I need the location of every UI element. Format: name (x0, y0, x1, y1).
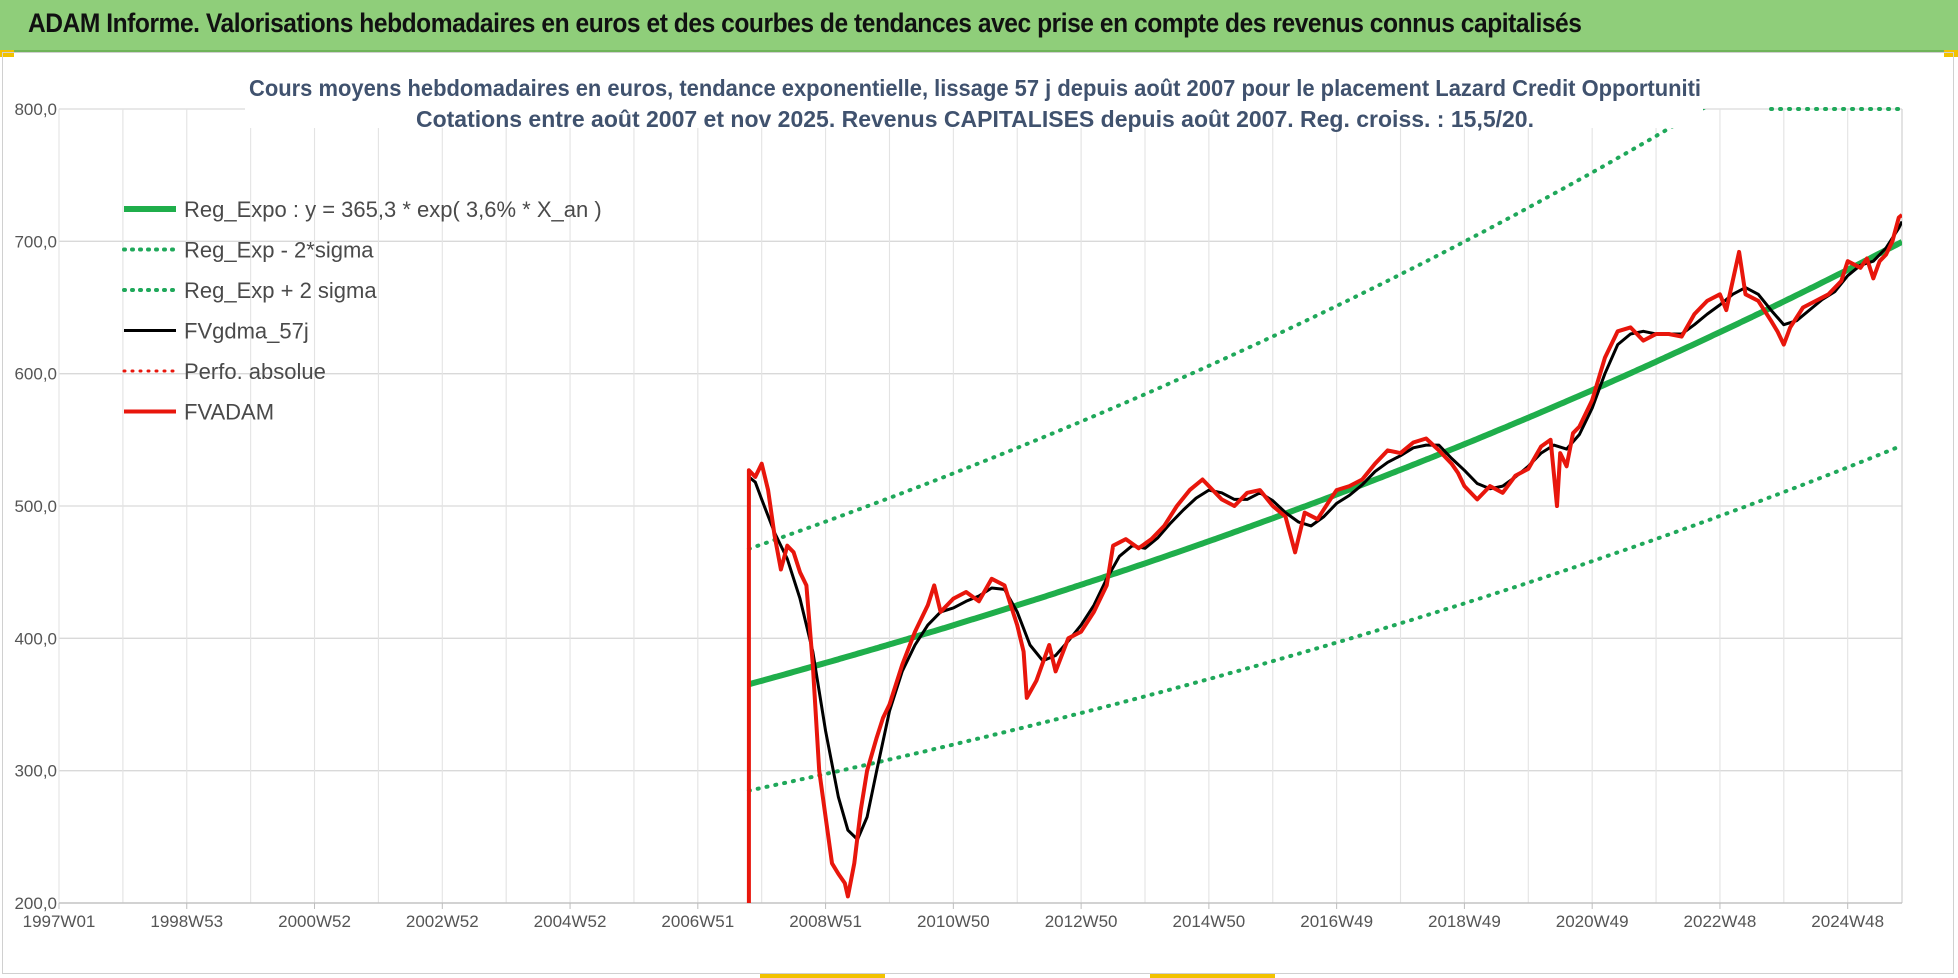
legend-perfo-label: Perfo. absolue (184, 359, 326, 384)
y-tick-label: 400,0 (14, 629, 57, 648)
chart-title: Cours moyens hebdomadaires en euros, ten… (249, 75, 1701, 101)
series-group (746, 107, 1904, 903)
chart-frame (2, 52, 1954, 974)
x-tick-label: 1997W01 (23, 912, 96, 931)
x-tick-label: 2014W50 (1172, 912, 1245, 931)
x-tick-label: 2018W49 (1428, 912, 1501, 931)
grid (58, 108, 1903, 904)
header-title: ADAM Informe. Valorisations hebdomadaire… (28, 8, 1582, 38)
y-tick-label: 600,0 (14, 365, 57, 384)
legend-smoothed-label: FVgdma_57j (184, 319, 309, 344)
y-tick-label: 700,0 (14, 232, 57, 251)
legend-lower-sigma-label: Reg_Exp - 2*sigma (184, 238, 374, 263)
bottom-strip-2 (1150, 974, 1275, 978)
fvadam-line (746, 213, 1902, 903)
title-background (245, 62, 1703, 128)
x-tick-label: 2002W52 (406, 912, 479, 931)
x-tick-label: 2004W52 (534, 912, 607, 931)
y-tick-label: 500,0 (14, 497, 57, 516)
legend-fvadam-label: FVADAM (184, 400, 274, 425)
x-axis-ticks: 1997W01 1998W53 2000W52 2002W52 2004W52 2006W… (23, 903, 1884, 931)
x-tick-label: 2020W49 (1556, 912, 1629, 931)
x-tick-label: 2006W51 (661, 912, 734, 931)
upper-sigma-line (746, 109, 1706, 551)
smoothed-line (747, 220, 1902, 841)
trend-line (748, 239, 1902, 688)
x-tick-label: 2008W51 (789, 912, 862, 931)
legend-trend-label: Reg_Expo : y = 365,3 * exp( 3,6% * X_an … (184, 197, 602, 222)
chart-subtitle: Cotations entre août 2007 et nov 2025. R… (416, 106, 1534, 132)
y-tick-label: 200,0 (14, 894, 57, 913)
y-axis-ticks: 200,0 300,0 400,0 500,0 600,0 700,0 800,0 (14, 100, 57, 913)
x-tick-label: 2000W52 (278, 912, 351, 931)
x-tick-label: 2024W48 (1811, 912, 1884, 931)
x-tick-label: 2012W50 (1045, 912, 1118, 931)
y-tick-label: 800,0 (14, 100, 57, 119)
legend-upper-sigma-label: Reg_Exp + 2 sigma (184, 278, 377, 303)
header-bar: ADAM Informe. Valorisations hebdomadaire… (0, 0, 1958, 52)
y-tick-label: 300,0 (14, 762, 57, 781)
legend: Reg_Expo : y = 365,3 * exp( 3,6% * X_an … (122, 197, 602, 425)
x-tick-label: 1998W53 (150, 912, 223, 931)
x-tick-label: 2010W50 (917, 912, 990, 931)
lower-sigma-line (746, 443, 1902, 793)
corner-marker-left (0, 50, 14, 57)
x-tick-label: 2022W48 (1684, 912, 1757, 931)
x-tick-label: 2016W49 (1300, 912, 1373, 931)
corner-marker-right (1944, 50, 1958, 57)
line-chart: 200,0 300,0 400,0 500,0 600,0 700,0 800,0 1997… (14, 62, 1904, 931)
bottom-strip-1 (760, 974, 885, 978)
